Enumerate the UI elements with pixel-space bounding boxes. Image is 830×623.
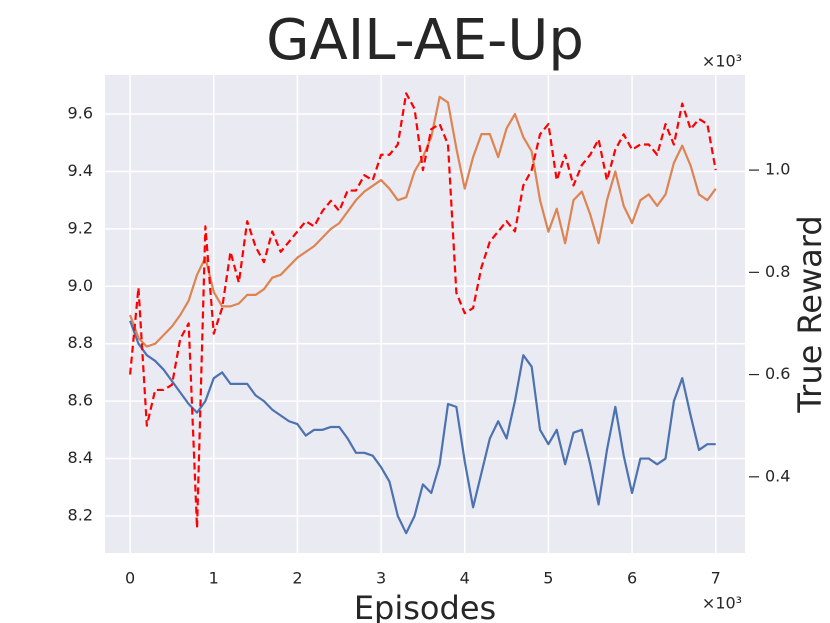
y2-tick-label: 0.4	[765, 466, 790, 485]
x-tick-label: 2	[292, 569, 302, 588]
y-tick-label: 9.6	[68, 104, 93, 123]
y2-offset: ×10³	[702, 52, 742, 71]
y-tick-label: 8.8	[68, 333, 93, 352]
x-tick-label: 6	[627, 569, 637, 588]
x-tick-label: 1	[209, 569, 219, 588]
x-tick-label: 0	[125, 569, 135, 588]
chart-title: GAIL-AE-Up	[266, 8, 584, 73]
y-tick-label: 9.2	[68, 218, 93, 237]
y-tick-label: 8.6	[68, 391, 93, 410]
lines	[129, 92, 717, 535]
x-offset: ×10³	[702, 594, 742, 613]
y2-tick-label: 0.8	[765, 262, 790, 281]
y-tick-label: 8.2	[68, 505, 93, 524]
series-line	[129, 92, 717, 530]
y2-tick-label: 1.0	[765, 160, 790, 179]
x-tick-label: 3	[376, 569, 386, 588]
y2-tick-label: 0.6	[765, 364, 790, 383]
x-tick-label: 5	[543, 569, 553, 588]
y2-axis-label: True Reward	[791, 215, 829, 413]
y-tick-label: 9.4	[68, 161, 93, 180]
x-axis-label: Episodes	[354, 589, 496, 623]
x-tick-label: 7	[711, 569, 721, 588]
series-line	[129, 95, 717, 348]
y-tick-label: 8.4	[68, 448, 93, 467]
y-tick-label: 9.0	[68, 276, 93, 295]
x-tick-label: 4	[460, 569, 470, 588]
plot-area	[105, 75, 745, 553]
series-line	[129, 320, 716, 535]
